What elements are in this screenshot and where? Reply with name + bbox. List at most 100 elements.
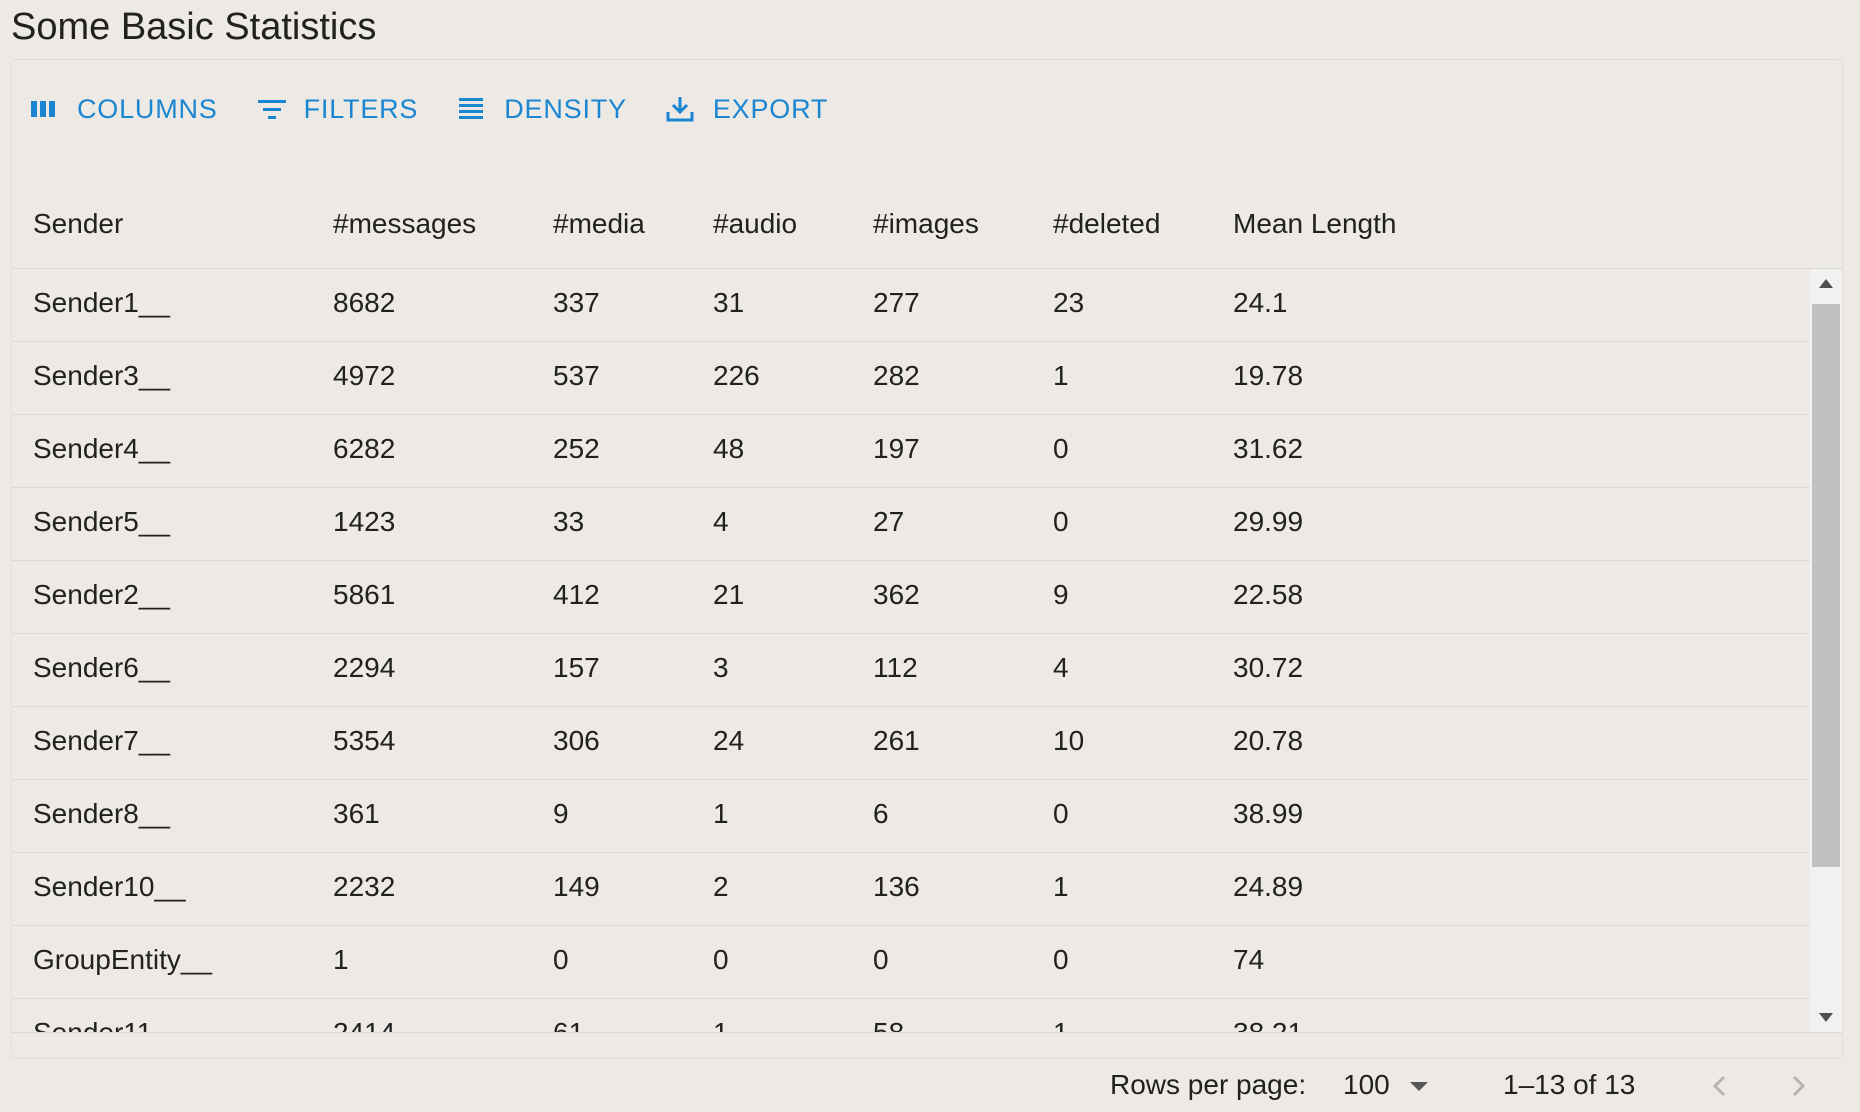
cell-media: 61 bbox=[553, 1017, 584, 1032]
grid-footer: Rows per page: 100 1–13 of 13 bbox=[12, 1032, 1842, 1112]
table-row[interactable]: Sender4__ 6282 252 48 197 0 31.62 bbox=[12, 415, 1810, 488]
cell-media: 33 bbox=[553, 506, 585, 537]
cell-audio: 226 bbox=[713, 360, 760, 391]
rows-per-page-select[interactable]: 100 bbox=[1343, 1069, 1428, 1101]
cell-images: 197 bbox=[873, 433, 920, 464]
table-row[interactable]: GroupEntity__ 1 0 0 0 0 74 bbox=[12, 926, 1810, 999]
cell-mean-length: 24.89 bbox=[1233, 871, 1304, 902]
filter-list-icon bbox=[256, 94, 286, 124]
density-icon bbox=[456, 94, 486, 124]
table-row[interactable]: Sender1__ 8682 337 31 277 23 24.1 bbox=[12, 269, 1810, 342]
previous-page-button[interactable] bbox=[1706, 1071, 1734, 1101]
cell-deleted: 10 bbox=[1053, 725, 1085, 756]
export-label: EXPORT bbox=[712, 93, 829, 124]
scroll-down-arrow-icon[interactable] bbox=[1819, 1013, 1833, 1022]
cell-media: 412 bbox=[553, 579, 600, 610]
cell-messages: 8682 bbox=[333, 287, 396, 318]
cell-mean-length: 30.72 bbox=[1233, 652, 1304, 683]
rows-per-page-label: Rows per page: bbox=[1110, 1069, 1307, 1100]
filters-button[interactable]: FILTERS bbox=[256, 94, 419, 125]
table-row[interactable]: Sender10__ 2232 149 2 136 1 24.89 bbox=[12, 853, 1810, 926]
cell-messages: 1 bbox=[333, 944, 349, 975]
cell-images: 282 bbox=[873, 360, 920, 391]
table-row[interactable]: Sender3__ 4972 537 226 282 1 19.78 bbox=[12, 342, 1810, 415]
column-header-mean-length[interactable]: Mean Length bbox=[1233, 208, 1397, 239]
cell-sender: Sender10__ bbox=[33, 871, 186, 902]
cell-sender: Sender8__ bbox=[33, 798, 171, 829]
cell-messages: 361 bbox=[333, 798, 380, 829]
cell-sender: Sender1__ bbox=[33, 287, 171, 318]
cell-media: 0 bbox=[553, 944, 569, 975]
column-header-deleted[interactable]: #deleted bbox=[1053, 208, 1161, 239]
cell-sender: Sender4__ bbox=[33, 433, 171, 464]
cell-messages: 6282 bbox=[333, 433, 396, 464]
cell-sender: Sender6__ bbox=[33, 652, 171, 683]
cell-deleted: 1 bbox=[1053, 360, 1069, 391]
cell-deleted: 4 bbox=[1053, 652, 1069, 683]
cell-audio: 0 bbox=[713, 944, 729, 975]
cell-images: 0 bbox=[873, 944, 889, 975]
table-body: Sender1__ 8682 337 31 277 23 24.1 Sender3__ 4972… bbox=[12, 269, 1810, 1032]
vertical-scrollbar[interactable] bbox=[1810, 269, 1842, 1032]
cell-sender: Sender11 bbox=[33, 1017, 152, 1032]
cell-mean-length: 19.78 bbox=[1233, 360, 1304, 391]
cell-images: 27 bbox=[873, 506, 905, 537]
cell-audio: 48 bbox=[713, 433, 745, 464]
next-page-button[interactable] bbox=[1784, 1071, 1812, 1101]
table-row[interactable]: Sender7__ 5354 306 24 261 10 20.78 bbox=[12, 707, 1810, 780]
cell-messages: 5861 bbox=[333, 579, 396, 610]
chevron-right-icon bbox=[1792, 1075, 1806, 1097]
page-title: Some Basic Statistics bbox=[11, 6, 377, 48]
cell-media: 306 bbox=[553, 725, 600, 756]
cell-deleted: 9 bbox=[1053, 579, 1069, 610]
cell-audio: 1 bbox=[713, 1017, 729, 1032]
cell-sender: Sender5__ bbox=[33, 506, 171, 537]
cell-mean-length: 31.62 bbox=[1233, 433, 1304, 464]
cell-deleted: 1 bbox=[1053, 1017, 1069, 1032]
cell-deleted: 1 bbox=[1053, 871, 1069, 902]
cell-mean-length: 24.1 bbox=[1233, 287, 1288, 318]
column-header-audio[interactable]: #audio bbox=[713, 208, 798, 239]
cell-mean-length: 38.99 bbox=[1233, 798, 1304, 829]
table-row[interactable]: Sender5__ 1423 33 4 27 0 29.99 bbox=[12, 488, 1810, 561]
cell-deleted: 0 bbox=[1053, 798, 1069, 829]
cell-mean-length: 38.21 bbox=[1233, 1017, 1303, 1032]
cell-sender: Sender2__ bbox=[33, 579, 171, 610]
cell-media: 252 bbox=[553, 433, 600, 464]
density-button[interactable]: DENSITY bbox=[456, 94, 627, 125]
table-row[interactable]: Sender6__ 2294 157 3 112 4 30.72 bbox=[12, 634, 1810, 707]
dropdown-arrow-icon bbox=[1409, 1082, 1428, 1091]
cell-mean-length: 22.58 bbox=[1233, 579, 1304, 610]
columns-label: COLUMNS bbox=[77, 93, 218, 124]
cell-mean-length: 74 bbox=[1233, 944, 1265, 975]
cell-media: 149 bbox=[553, 871, 600, 902]
cell-sender: GroupEntity__ bbox=[33, 944, 212, 975]
cell-messages: 1423 bbox=[333, 506, 396, 537]
scrollbar-thumb[interactable] bbox=[1812, 304, 1840, 867]
cell-audio: 2 bbox=[713, 871, 729, 902]
download-icon bbox=[665, 94, 695, 124]
cell-images: 261 bbox=[873, 725, 920, 756]
pagination-range: 1–13 of 13 bbox=[1503, 1069, 1636, 1100]
table-row[interactable]: Sender8__ 361 9 1 6 0 38.99 bbox=[12, 780, 1810, 853]
grid-toolbar: COLUMNS FILTERS DENSITY EXPORT bbox=[12, 77, 866, 141]
export-button[interactable]: EXPORT bbox=[665, 94, 828, 125]
scroll-up-arrow-icon[interactable] bbox=[1819, 279, 1833, 288]
column-header-images[interactable]: #images bbox=[873, 208, 979, 239]
rows-per-page-value: 100 bbox=[1343, 1069, 1390, 1100]
table-row[interactable]: Sender2__ 5861 412 21 362 9 22.58 bbox=[12, 561, 1810, 634]
columns-button[interactable]: COLUMNS bbox=[29, 94, 218, 125]
cell-deleted: 0 bbox=[1053, 944, 1069, 975]
view-column-icon bbox=[29, 94, 59, 124]
density-label: DENSITY bbox=[504, 93, 627, 124]
column-header-sender[interactable]: Sender bbox=[33, 208, 124, 239]
cell-audio: 1 bbox=[713, 798, 729, 829]
cell-media: 337 bbox=[553, 287, 600, 318]
cell-images: 6 bbox=[873, 798, 889, 829]
cell-deleted: 0 bbox=[1053, 433, 1069, 464]
cell-audio: 3 bbox=[713, 652, 729, 683]
column-header-media[interactable]: #media bbox=[553, 208, 645, 239]
cell-messages: 2414 bbox=[333, 1017, 395, 1032]
table-row[interactable]: Sender11 2414 61 1 58 1 38.21 bbox=[12, 999, 1810, 1032]
column-header-messages[interactable]: #messages bbox=[333, 208, 477, 239]
